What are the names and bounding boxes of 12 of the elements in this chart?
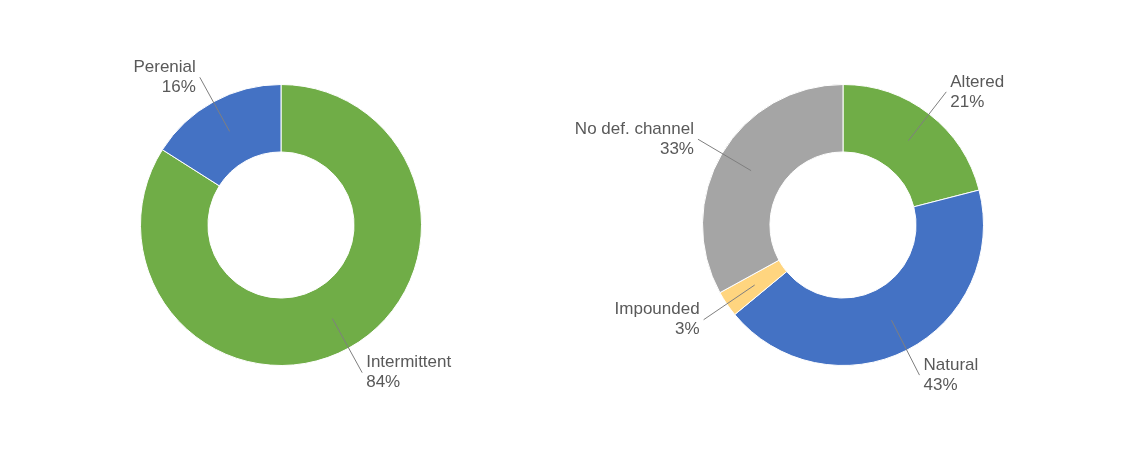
slice-label: Intermittent: [366, 352, 452, 372]
slice-label: Impounded: [614, 299, 700, 319]
slice-label: Natural: [923, 354, 979, 374]
data-label: 21%: [950, 91, 985, 111]
data-label: 3%: [675, 319, 700, 339]
slice-label: Altered: [950, 71, 1005, 91]
data-label: 16%: [161, 77, 196, 97]
slice-label: No def. channel: [574, 118, 694, 138]
data-label: 43%: [923, 374, 958, 394]
data-label: 84%: [366, 372, 401, 392]
slice-label: Perenial: [133, 57, 196, 77]
data-label: 33%: [659, 138, 694, 158]
